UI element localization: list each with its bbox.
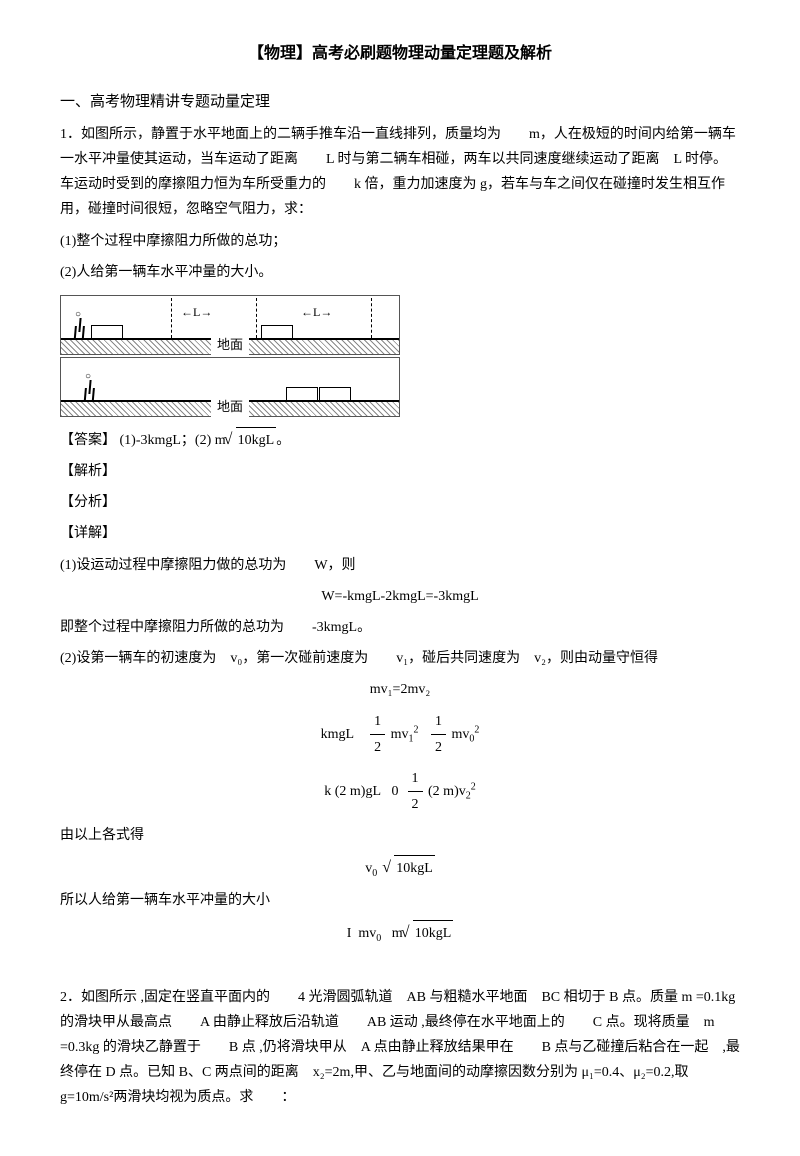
q1-stem: 1．如图所示，静置于水平地面上的二辆手推车沿一直线排列，质量均为 m，人在极短的…: [60, 122, 740, 223]
detail-1b: 即整个过程中摩擦阻力所做的总功为 -3kmgL。: [60, 615, 740, 640]
answer-line: 【答案】 (1)-3kmgL；(2) m10kgL。: [60, 427, 740, 453]
formula-v0: v0 10kgL: [60, 855, 740, 883]
jiexi-label: 【解析】: [60, 459, 740, 484]
q2-stem: 2．如图所示 ,固定在竖直平面内的 4 光滑圆弧轨道 AB 与粗糙水平地面 BC…: [60, 985, 740, 1111]
so-impulse: 所以人给第一辆车水平冲量的大小: [60, 888, 740, 913]
formula-w: W=-kmgL-2kmgL=-3kmgL: [60, 584, 740, 609]
by-above: 由以上各式得: [60, 823, 740, 848]
section-heading: 一、高考物理精讲专题动量定理: [60, 89, 740, 116]
q1-sub2: (2)人给第一辆车水平冲量的大小。: [60, 260, 740, 285]
formula-kmgl1: kmgL 12 mv12 12 mv02: [60, 709, 740, 760]
formula-mv: mv₁=2mv₂: [60, 677, 740, 702]
fenxi-label: 【分析】: [60, 490, 740, 515]
q1-sub1: (1)整个过程中摩擦阻力所做的总功；: [60, 229, 740, 254]
figure-carts: ←L→ ←L→ 地面 地面: [60, 295, 400, 417]
detail-1a: (1)设运动过程中摩擦阻力做的总功为 W，则: [60, 553, 740, 578]
detail-2a: (2)设第一辆车的初速度为 v₀，第一次碰前速度为 v₁，碰后共同速度为 v₂，…: [60, 646, 740, 671]
formula-impulse: I mv0 m10kgL: [60, 920, 740, 948]
doc-title: 【物理】高考必刷题物理动量定理题及解析: [60, 40, 740, 69]
xiangjie-label: 【详解】: [60, 521, 740, 546]
formula-kmgl2: k (2 m)gL 0 12 (2 m)v22: [60, 766, 740, 817]
